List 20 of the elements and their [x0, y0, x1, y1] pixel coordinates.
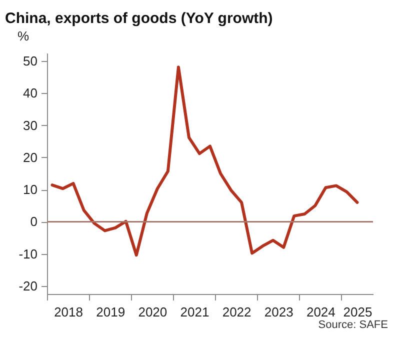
line-series [50, 66, 359, 257]
x-tick-label: 2023 [264, 304, 294, 320]
y-tick-label: 10 [23, 182, 38, 198]
x-tick-label: 2021 [180, 304, 210, 320]
y-tick-label: 0 [30, 214, 38, 230]
y-tick-label: -10 [18, 246, 38, 262]
y-tick-label: -20 [18, 278, 38, 294]
x-tick-label: 2020 [138, 304, 168, 320]
source-note: Source: SAFE [318, 319, 388, 331]
x-tick-label: 2018 [54, 304, 83, 320]
y-axis-title: % [18, 28, 30, 44]
y-tick-label: 20 [23, 150, 38, 165]
y-tick-label: 30 [23, 118, 38, 133]
y-tick-label: 50 [23, 54, 38, 69]
x-tick-label: 2024 [306, 304, 336, 320]
x-tick-label: 2025 [343, 304, 372, 320]
y-tick-label: 40 [23, 86, 38, 101]
chart-title: China, exports of goods (YoY growth) [5, 10, 273, 27]
x-tick-label: 2022 [222, 304, 252, 320]
x-tick-label: 2019 [96, 304, 126, 320]
